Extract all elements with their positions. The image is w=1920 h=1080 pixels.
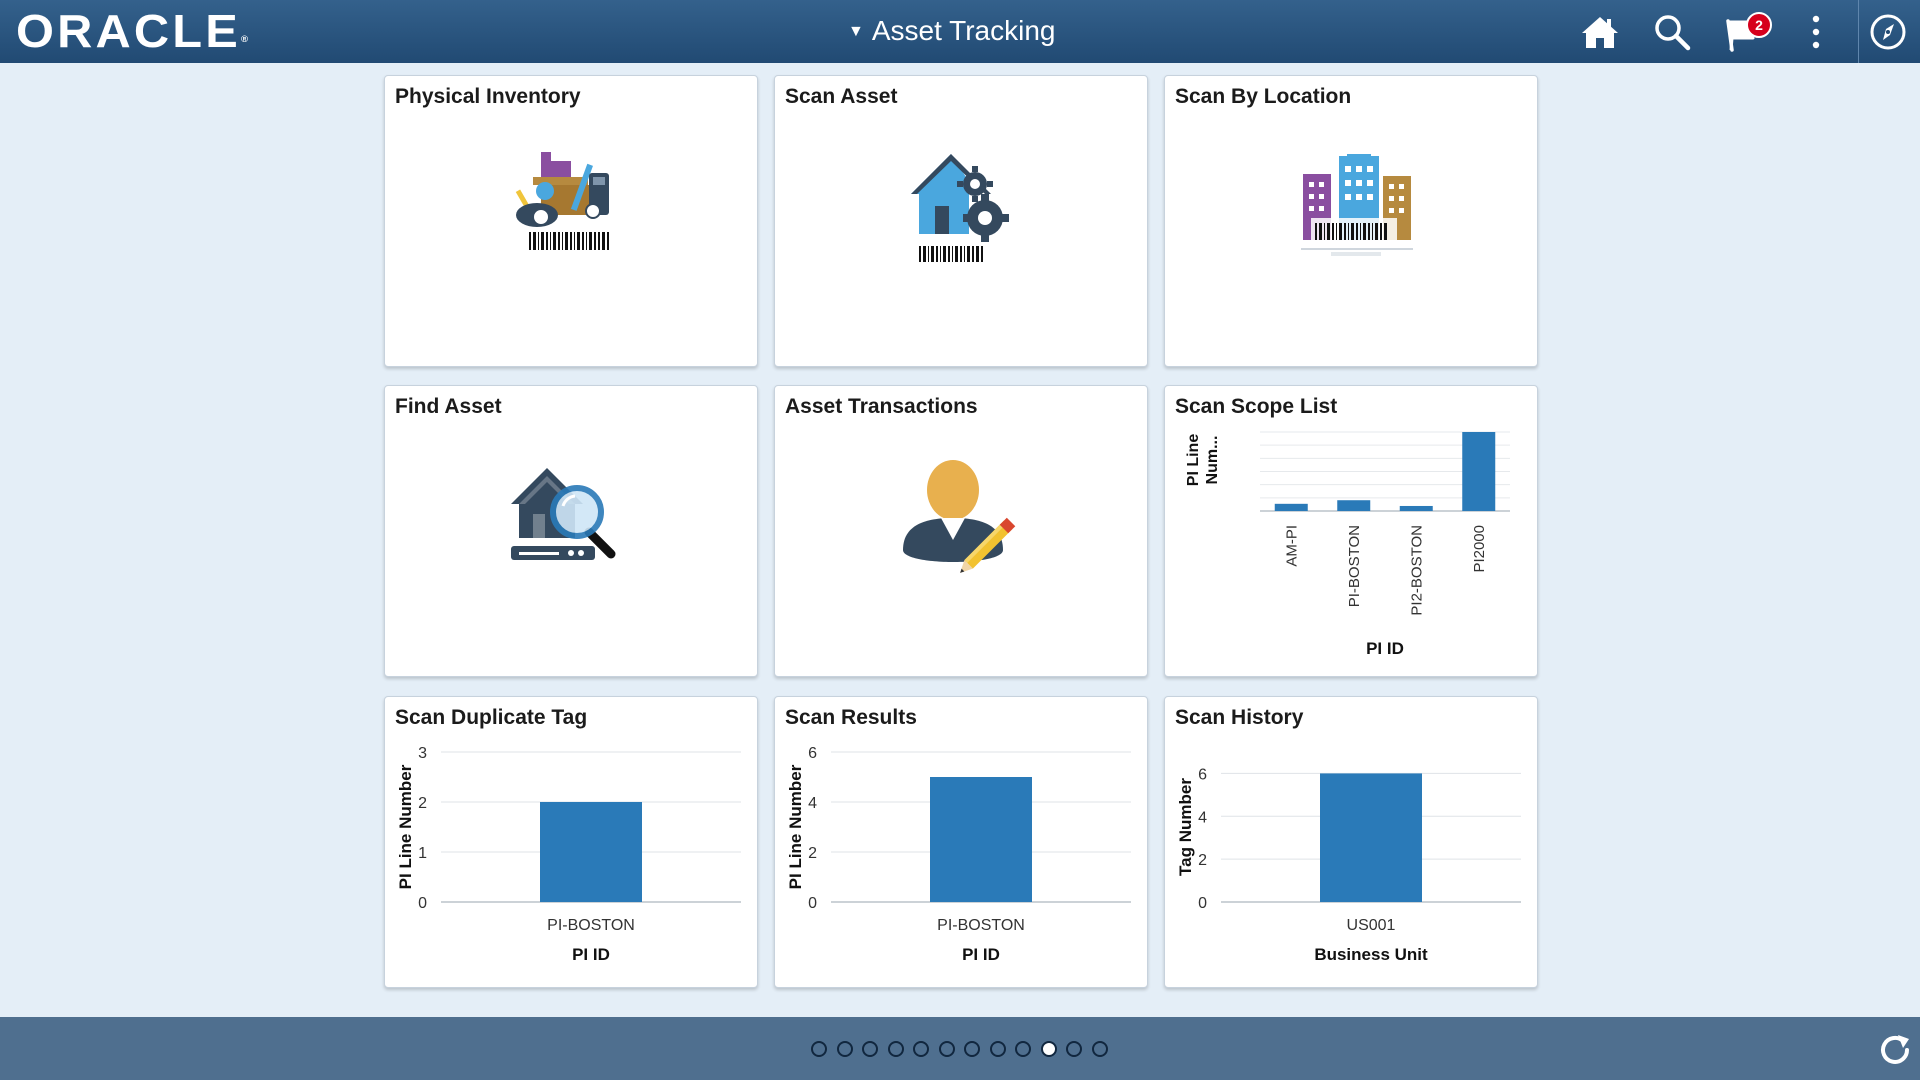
- x-axis-title: PI ID: [962, 945, 1000, 964]
- scan-scope-list-chart: AM-PI PI-BOSTON PI2-BOSTON PI2000 PI ID PI Li…: [1185, 431, 1510, 658]
- y-tick-label: 6: [1198, 766, 1207, 783]
- tile-title: Asset Transactions: [785, 395, 978, 418]
- page-dot-2[interactable]: [836, 1041, 853, 1057]
- oracle-logo[interactable]: ORACLE®: [16, 5, 249, 57]
- x-axis-title: PI ID: [572, 945, 610, 964]
- x-tick-label: PI-BOSTON: [1346, 525, 1363, 607]
- page-dot-10[interactable]: [1040, 1041, 1057, 1057]
- scan-results-chart: 0 2 4 6 PI-BOSTON PI ID PI Line Number: [786, 745, 1131, 964]
- homepage-selector[interactable]: ▼ Asset Tracking: [848, 12, 1055, 50]
- search-button[interactable]: [1650, 10, 1694, 54]
- find-asset-icon: [511, 468, 616, 560]
- x-axis-title: Business Unit: [1314, 945, 1428, 964]
- y-axis-title: Num...: [1204, 436, 1221, 485]
- y-tick-label: 4: [808, 795, 817, 812]
- asset-transactions-icon: [903, 460, 1016, 573]
- bar: [540, 802, 642, 902]
- navbar-button[interactable]: [1866, 10, 1910, 54]
- page-dot-7[interactable]: [964, 1041, 980, 1057]
- header-divider: [1858, 0, 1859, 63]
- page-dot-3[interactable]: [862, 1041, 878, 1057]
- tile-scan-by-location[interactable]: Scan By Location: [1164, 75, 1538, 367]
- x-tick-label: US001: [1347, 917, 1396, 934]
- scan-asset-icon: [911, 154, 1009, 262]
- tile-physical-inventory[interactable]: Physical Inventory: [384, 75, 758, 367]
- x-tick-label: PI2-BOSTON: [1408, 525, 1425, 616]
- tile-scan-asset[interactable]: Scan Asset: [774, 75, 1148, 367]
- bar: [1274, 503, 1308, 511]
- page-dot-9[interactable]: [1015, 1041, 1031, 1057]
- y-axis-title: PI Line Number: [396, 764, 415, 889]
- bar: [930, 777, 1032, 902]
- physical-inventory-icon: [515, 152, 609, 250]
- y-tick-label: 6: [808, 745, 817, 762]
- home-button[interactable]: [1578, 10, 1622, 54]
- scan-history-chart: 0 2 4 6 US001 Business Unit Tag Number: [1176, 766, 1521, 964]
- tile-title: Scan Duplicate Tag: [395, 706, 588, 729]
- tile-title: Find Asset: [395, 395, 502, 418]
- home-icon: [1582, 17, 1618, 48]
- tile-find-asset[interactable]: Find Asset: [384, 385, 758, 677]
- tile-asset-transactions[interactable]: Asset Transactions: [774, 385, 1148, 677]
- footer-bar: [0, 1017, 1920, 1080]
- tile-title: Scan Results: [785, 706, 917, 729]
- tile-scan-results[interactable]: Scan Results 0 2 4 6 PI-BOSTON PI ID PI Line N…: [774, 696, 1148, 988]
- page-dot-12[interactable]: [1091, 1041, 1108, 1057]
- x-tick-label: PI2000: [1471, 525, 1488, 573]
- notification-count-badge: 2: [1746, 12, 1772, 38]
- x-tick-label: PI-BOSTON: [547, 917, 635, 934]
- x-tick-label: AM-PI: [1283, 525, 1300, 567]
- y-tick-label: 0: [808, 895, 817, 912]
- x-axis-title: PI ID: [1366, 639, 1404, 658]
- y-tick-label: 0: [1198, 895, 1207, 912]
- scan-duplicate-tag-chart: 0 1 2 3 PI-BOSTON PI ID PI Line Number: [396, 745, 741, 964]
- navbar-compass-icon: [1870, 14, 1906, 50]
- tile-scan-history[interactable]: Scan History 0 2 4 6 US001 Business Unit Tag N…: [1164, 696, 1538, 988]
- page-dot-11[interactable]: [1066, 1041, 1082, 1057]
- tile-scan-duplicate-tag[interactable]: Scan Duplicate Tag 0 1 2 3 PI-BOSTON PI ID PI …: [384, 696, 758, 988]
- tile-title: Scan Scope List: [1175, 395, 1338, 418]
- bar: [1399, 505, 1433, 511]
- page-dot-8[interactable]: [989, 1041, 1006, 1057]
- actions-menu-button[interactable]: [1794, 10, 1838, 54]
- homepage-title: Asset Tracking: [871, 15, 1056, 46]
- page-dot-6[interactable]: [938, 1041, 955, 1057]
- page-dot-1[interactable]: [811, 1041, 827, 1057]
- y-axis-title: PI Line Number: [786, 764, 805, 889]
- y-tick-label: 4: [1198, 809, 1207, 826]
- y-tick-label: 3: [418, 745, 427, 762]
- notifications-button[interactable]: 2: [1722, 10, 1772, 54]
- tile-title: Scan History: [1175, 706, 1304, 729]
- bar: [1320, 773, 1422, 902]
- tile-title: Scan By Location: [1175, 85, 1352, 108]
- header-bar: ORACLE® ▼ Asset Tracking 2: [0, 0, 1920, 63]
- refresh-button[interactable]: [1876, 1030, 1916, 1070]
- tile-title: Physical Inventory: [395, 85, 581, 108]
- y-tick-label: 2: [808, 845, 817, 862]
- tile-title: Scan Asset: [785, 85, 898, 108]
- search-icon: [1655, 15, 1691, 51]
- page-dot-5[interactable]: [913, 1041, 929, 1057]
- y-tick-label: 2: [1198, 852, 1207, 869]
- tile-scan-scope-list[interactable]: Scan Scope List AM-PI PI-BOSTON PI2-BOSTON…: [1164, 385, 1538, 677]
- refresh-icon: [1881, 1035, 1909, 1064]
- y-tick-label: 0: [418, 895, 427, 912]
- y-tick-label: 2: [418, 795, 427, 812]
- bar: [1462, 432, 1496, 511]
- x-tick-label: PI-BOSTON: [937, 917, 1025, 934]
- y-axis-title: PI Line: [1185, 434, 1202, 487]
- scan-by-location-icon: [1301, 154, 1413, 256]
- actions-menu-icon: [1812, 15, 1820, 49]
- page-dot-4[interactable]: [887, 1041, 904, 1057]
- bar: [1337, 500, 1371, 511]
- caret-down-icon: ▼: [848, 23, 864, 40]
- y-tick-label: 1: [418, 845, 427, 862]
- y-axis-title: Tag Number: [1176, 778, 1195, 876]
